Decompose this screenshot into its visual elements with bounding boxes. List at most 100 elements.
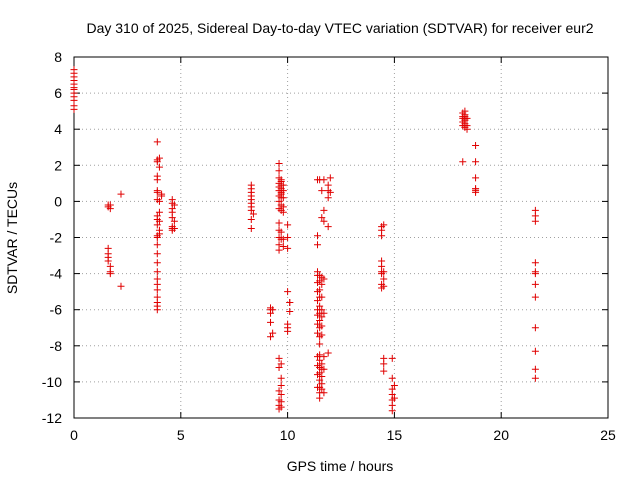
x-tick-label: 20 — [493, 427, 509, 443]
data-point — [318, 322, 326, 330]
data-point — [318, 306, 326, 314]
data-point — [277, 403, 285, 411]
data-point — [275, 246, 283, 254]
data-point — [249, 210, 257, 218]
data-point — [390, 382, 398, 390]
data-point — [117, 282, 125, 290]
data-point — [284, 327, 292, 335]
data-point — [269, 306, 277, 314]
data-point — [320, 365, 328, 373]
data-point — [155, 163, 163, 171]
data-point — [324, 223, 332, 231]
data-point — [314, 297, 322, 305]
data-point — [267, 318, 275, 326]
data-point — [472, 185, 480, 193]
y-tick-label: 8 — [54, 49, 62, 65]
y-tick-label: -10 — [42, 374, 62, 390]
data-point — [531, 374, 539, 382]
data-point — [155, 197, 163, 205]
y-tick-label: 4 — [54, 121, 62, 137]
data-point — [324, 194, 332, 202]
data-point — [380, 360, 388, 368]
data-point — [388, 407, 396, 415]
data-point — [531, 347, 539, 355]
data-point — [326, 188, 334, 196]
data-point — [318, 214, 326, 222]
data-point — [320, 217, 328, 225]
y-tick-label: -8 — [50, 338, 63, 354]
data-point — [170, 224, 178, 232]
grid-lines — [74, 57, 608, 418]
data-point — [318, 372, 326, 380]
data-point — [284, 288, 292, 296]
y-tick-label: -2 — [50, 230, 63, 246]
data-point — [320, 309, 328, 317]
y-tick-label: -12 — [42, 410, 62, 426]
data-point — [318, 187, 326, 195]
data-point — [275, 159, 283, 167]
data-point — [463, 125, 471, 133]
data-point — [320, 353, 328, 361]
data-point — [279, 235, 287, 243]
x-tick-label: 5 — [177, 427, 185, 443]
y-tick-label: 2 — [54, 157, 62, 173]
data-point — [247, 206, 255, 214]
data-point — [153, 306, 161, 314]
data-point — [316, 340, 324, 348]
data-point — [106, 201, 114, 209]
chart-title: Day 310 of 2025, Sidereal Day-to-day VTE… — [86, 20, 593, 36]
data-point — [316, 356, 324, 364]
data-point — [390, 394, 398, 402]
x-tick-label: 25 — [600, 427, 616, 443]
y-tick-label: 0 — [54, 193, 62, 209]
data-point — [318, 293, 326, 301]
data-point — [380, 282, 388, 290]
x-tick-label: 15 — [387, 427, 403, 443]
data-point — [461, 107, 469, 115]
data-point — [380, 221, 388, 229]
data-point — [378, 232, 386, 240]
data-point — [153, 158, 161, 166]
data-point — [170, 201, 178, 209]
data-point — [318, 313, 326, 321]
data-point — [463, 114, 471, 122]
data-point — [472, 141, 480, 149]
data-point — [320, 176, 328, 184]
data-points — [70, 66, 539, 415]
y-axis-label: SDTVAR / TECUs — [4, 182, 20, 294]
x-axis-label: GPS time / hours — [287, 458, 394, 474]
data-point — [153, 250, 161, 258]
data-point — [275, 167, 283, 175]
data-point — [153, 138, 161, 146]
data-point — [284, 320, 292, 328]
data-point — [531, 280, 539, 288]
data-point — [70, 105, 78, 113]
data-point — [155, 154, 163, 162]
data-point — [318, 331, 326, 339]
data-point — [275, 219, 283, 227]
data-point — [153, 286, 161, 294]
data-point — [380, 275, 388, 283]
data-point — [531, 324, 539, 332]
y-tick-label: -4 — [50, 266, 63, 282]
x-tick-label: 10 — [280, 427, 296, 443]
x-axis-ticks: 0 5 10 15 20 25 — [70, 57, 616, 443]
y-tick-label: -6 — [50, 302, 63, 318]
data-point — [314, 232, 322, 240]
data-point — [153, 268, 161, 276]
data-point — [316, 376, 324, 384]
data-point — [277, 228, 285, 236]
data-point — [267, 333, 275, 341]
data-point — [247, 215, 255, 223]
data-point — [320, 275, 328, 283]
data-point — [277, 391, 285, 399]
data-point — [267, 309, 275, 317]
data-point — [472, 174, 480, 182]
data-point — [279, 187, 287, 195]
data-point — [320, 389, 328, 397]
data-point — [286, 308, 294, 316]
data-point — [316, 394, 324, 402]
data-point — [275, 197, 283, 205]
